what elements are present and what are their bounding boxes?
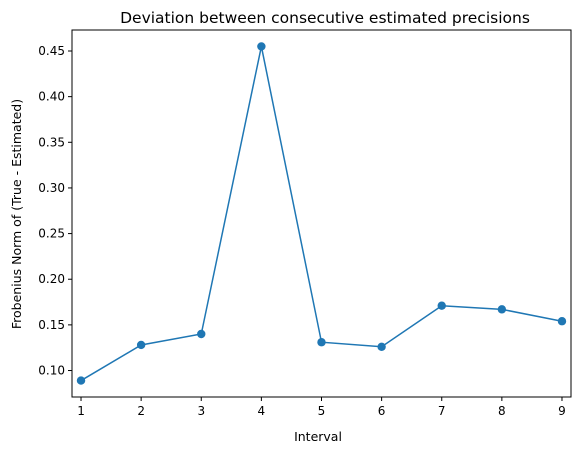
x-axis-label: Interval	[294, 429, 342, 444]
data-point	[557, 317, 567, 326]
data-point	[377, 342, 386, 351]
y-tick-label: 0.10	[38, 364, 65, 378]
data-point	[76, 376, 86, 385]
y-tick-label: 0.20	[38, 272, 65, 286]
series-polyline	[80, 46, 563, 382]
y-tick-label: 0.35	[38, 135, 65, 149]
data-point	[197, 329, 206, 339]
data-point	[497, 305, 507, 314]
x-tick-label: 3	[197, 404, 205, 418]
series-line	[76, 42, 567, 385]
x-tick-label: 6	[378, 404, 386, 418]
y-axis: 0.10 0.15 0.20 0.25 0.30 0.35 0.40 0.45	[38, 44, 72, 378]
x-axis: 1 2 3 4 5 6 7 8 9	[77, 397, 566, 418]
y-tick-label: 0.30	[38, 181, 65, 195]
x-tick-label: 9	[558, 404, 566, 418]
y-axis-label: Frobenius Norm of (True - Estimated)	[9, 99, 24, 329]
x-tick-label: 1	[77, 404, 85, 418]
y-tick-label: 0.45	[38, 44, 65, 58]
x-tick-label: 5	[318, 404, 326, 418]
data-point	[437, 301, 446, 310]
chart-title: Deviation between consecutive estimated …	[120, 9, 530, 27]
x-tick-label: 2	[137, 404, 145, 418]
x-tick-label: 7	[438, 404, 446, 418]
x-tick-label: 8	[498, 404, 506, 418]
data-point	[257, 42, 266, 51]
y-tick-label: 0.40	[38, 90, 65, 104]
y-tick-label: 0.15	[38, 318, 65, 332]
data-point	[317, 338, 326, 347]
x-tick-label: 4	[258, 404, 266, 418]
y-tick-label: 0.25	[38, 227, 65, 241]
data-point	[136, 340, 146, 350]
plot-frame	[71, 29, 572, 398]
